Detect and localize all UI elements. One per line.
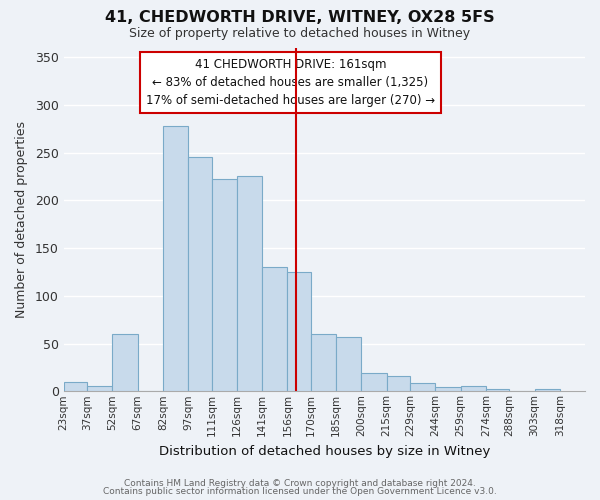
Bar bbox=[336, 337, 361, 392]
Bar bbox=[486, 390, 509, 392]
Bar bbox=[311, 334, 336, 392]
Bar bbox=[262, 267, 287, 392]
Bar bbox=[237, 176, 262, 392]
Y-axis label: Number of detached properties: Number of detached properties bbox=[15, 121, 28, 318]
Bar bbox=[535, 390, 560, 392]
Bar bbox=[163, 126, 188, 392]
Bar bbox=[361, 373, 386, 392]
Bar bbox=[112, 334, 137, 392]
Text: Contains public sector information licensed under the Open Government Licence v3: Contains public sector information licen… bbox=[103, 487, 497, 496]
Bar bbox=[461, 386, 486, 392]
Bar bbox=[386, 376, 410, 392]
Text: 41 CHEDWORTH DRIVE: 161sqm
← 83% of detached houses are smaller (1,325)
17% of s: 41 CHEDWORTH DRIVE: 161sqm ← 83% of deta… bbox=[146, 58, 435, 107]
Text: Contains HM Land Registry data © Crown copyright and database right 2024.: Contains HM Land Registry data © Crown c… bbox=[124, 478, 476, 488]
Bar bbox=[410, 382, 436, 392]
Text: Size of property relative to detached houses in Witney: Size of property relative to detached ho… bbox=[130, 28, 470, 40]
Bar bbox=[287, 272, 311, 392]
Bar bbox=[87, 386, 112, 392]
Bar bbox=[188, 158, 212, 392]
Bar bbox=[436, 388, 461, 392]
Text: 41, CHEDWORTH DRIVE, WITNEY, OX28 5FS: 41, CHEDWORTH DRIVE, WITNEY, OX28 5FS bbox=[105, 10, 495, 25]
Bar bbox=[212, 180, 237, 392]
X-axis label: Distribution of detached houses by size in Witney: Distribution of detached houses by size … bbox=[158, 444, 490, 458]
Bar bbox=[64, 382, 87, 392]
